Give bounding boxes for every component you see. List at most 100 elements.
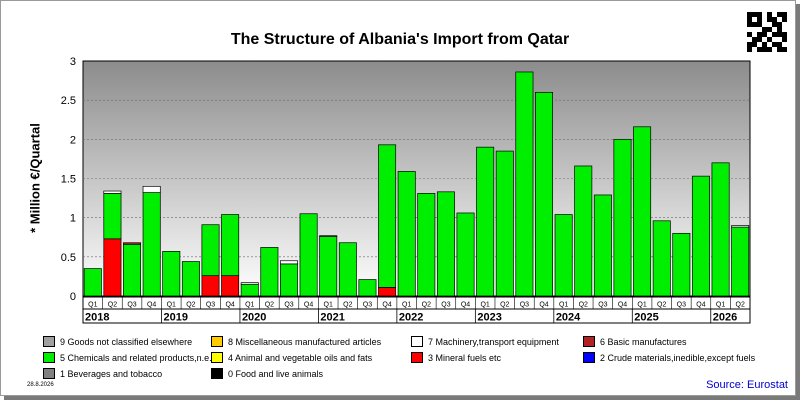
bar-segment xyxy=(240,283,259,297)
bar-segment xyxy=(495,150,514,297)
legend-swatch xyxy=(583,336,595,347)
bar-segment xyxy=(378,144,397,288)
qr-module xyxy=(767,37,772,42)
y-tick-label: 2 xyxy=(70,134,76,146)
x-tick-label: Q2 xyxy=(500,302,509,309)
qr-module xyxy=(767,12,772,17)
bar-segment xyxy=(633,126,652,297)
bar-segment xyxy=(613,138,632,297)
legend: 9 Goods not classified elsewhere 8 Miscel… xyxy=(43,336,763,384)
bar-segment xyxy=(456,212,475,297)
legend-item: 0 Food and live animals xyxy=(211,368,323,379)
bar-segment xyxy=(201,275,220,297)
qr-module xyxy=(777,27,782,32)
year-label: 2026 xyxy=(713,312,737,324)
bar-segment xyxy=(162,251,181,297)
qr-module xyxy=(762,32,767,37)
qr-module xyxy=(762,42,767,47)
year-label: 2022 xyxy=(399,312,423,324)
qr-module xyxy=(752,42,757,47)
qr-module xyxy=(752,22,757,27)
qr-module xyxy=(772,32,777,37)
x-tick-label: Q4 xyxy=(618,302,627,309)
qr-module xyxy=(782,37,787,42)
bar-segment xyxy=(83,268,102,297)
bar-segment xyxy=(731,225,750,228)
bar-segment xyxy=(691,175,710,297)
bar-segment xyxy=(142,185,161,193)
bar-segment xyxy=(593,194,612,297)
legend-item: 7 Machinery,transport equipment xyxy=(411,336,559,347)
qr-code-icon xyxy=(747,12,787,52)
qr-module xyxy=(782,47,787,52)
qr-module xyxy=(767,27,772,32)
bar-segment xyxy=(221,214,240,276)
legend-swatch xyxy=(211,368,223,379)
x-tick-label: Q2 xyxy=(736,302,745,309)
x-tick-label: Q4 xyxy=(382,302,391,309)
source-note: Source: Eurostat xyxy=(706,379,788,391)
y-tick-label: 3 xyxy=(70,56,76,68)
bar-segment xyxy=(240,282,259,285)
qr-module xyxy=(777,12,782,17)
x-tick-label: Q2 xyxy=(343,302,352,309)
x-tick-label: Q1 xyxy=(167,302,176,309)
bar-segment xyxy=(221,275,240,297)
year-label: 2018 xyxy=(85,312,109,324)
bar-segment xyxy=(554,214,573,297)
legend-swatch xyxy=(43,336,55,347)
qr-module xyxy=(747,22,752,27)
bar-segment xyxy=(319,235,338,237)
legend-swatch xyxy=(583,352,595,363)
qr-module xyxy=(747,32,752,37)
year-label: 2025 xyxy=(634,312,658,324)
y-tick-label: 1 xyxy=(70,213,76,225)
qr-module xyxy=(772,17,777,22)
year-label: 2019 xyxy=(163,312,187,324)
x-tick-label: Q4 xyxy=(225,302,234,309)
chart-title: The Structure of Albania's Import from Q… xyxy=(230,31,570,48)
legend-item: 5 Chemicals and related products,n.e.s. xyxy=(43,352,219,363)
bar-segment xyxy=(142,192,161,297)
bar-segment xyxy=(436,191,455,297)
y-tick-label: 1.5 xyxy=(61,174,76,186)
year-label: 2023 xyxy=(477,312,501,324)
legend-swatch xyxy=(411,336,423,347)
x-tick-label: Q1 xyxy=(245,302,254,309)
qr-module xyxy=(772,42,777,47)
year-label: 2020 xyxy=(242,312,266,324)
legend-label: 9 Goods not classified elsewhere xyxy=(60,336,193,347)
bar-segment xyxy=(338,242,357,297)
qr-module xyxy=(782,17,787,22)
x-tick-label: Q2 xyxy=(579,302,588,309)
bar-segment xyxy=(672,232,691,297)
legend-item: 2 Crude materials,inedible,except fuels xyxy=(583,352,755,363)
x-tick-label: Q1 xyxy=(480,302,489,309)
bar-segment xyxy=(378,287,397,297)
qr-module xyxy=(747,12,752,17)
qr-module xyxy=(757,32,762,37)
x-tick-label: Q3 xyxy=(127,302,136,309)
legend-item: 4 Animal and vegetable oils and fats xyxy=(211,352,372,363)
x-tick-label: Q4 xyxy=(696,302,705,309)
qr-module xyxy=(747,47,752,52)
legend-swatch xyxy=(211,352,223,363)
bar-segment xyxy=(711,162,730,297)
x-tick-label: Q1 xyxy=(402,302,411,309)
bar-segment xyxy=(652,220,671,297)
bar-segment xyxy=(280,263,298,297)
bar-segment xyxy=(181,261,200,297)
bar-segment xyxy=(574,165,593,297)
y-tick-label: 0 xyxy=(70,291,76,303)
bar-segment xyxy=(417,193,436,297)
x-tick-label: Q3 xyxy=(677,302,686,309)
qr-module xyxy=(757,47,762,52)
bar-segment xyxy=(123,242,142,245)
qr-module xyxy=(757,17,762,22)
legend-item: 6 Basic manufactures xyxy=(583,336,687,347)
x-tick-label: Q2 xyxy=(186,302,195,309)
x-tick-label: Q3 xyxy=(520,302,529,309)
year-label: 2021 xyxy=(320,312,344,324)
bar-chart: 0 0.5 1 1.5 2 2.5 3 Q1 Q2 Q3 Q4 Q1 Q2 Q3 Q4 Q1 Q2 Q3 Q4 Q1 Q… xyxy=(61,56,751,324)
bar-segment xyxy=(299,213,318,297)
